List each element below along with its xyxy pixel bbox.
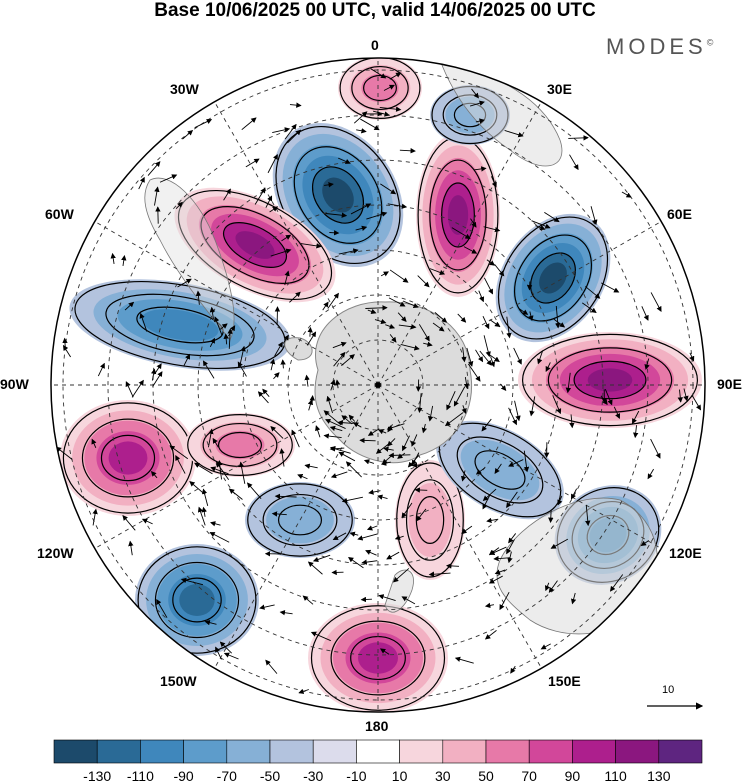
colorbar-swatch [529,740,572,763]
wind-arrow [415,490,427,491]
colorbar [54,740,702,763]
anomaly-center [518,332,702,428]
colorbar-swatch [184,740,227,763]
colorbar-swatch [97,740,140,763]
colorbar-swatch [443,740,486,763]
wind-arrow [362,599,372,600]
colorbar-swatch [54,740,97,763]
colorbar-swatch [313,740,356,763]
anomaly-center [416,133,500,297]
colorbar-tick-label: 50 [478,768,494,784]
lon-label-30w: 30W [170,81,199,97]
colorbar-swatch [270,740,313,763]
lon-label-60w: 60W [45,206,74,222]
colorbar-tick-label: -10 [346,768,366,784]
lon-label-120e: 120E [669,545,702,561]
colorbar-tick-label: 30 [435,768,451,784]
colorbar-tick-label: -110 [127,768,154,784]
wind-arrow [551,510,552,522]
colorbar-swatch [572,740,615,763]
lon-label-0: 0 [371,37,379,53]
colorbar-tick-label: 110 [604,768,626,784]
colorbar-tick-label: -30 [303,768,323,784]
colorbar-tick-label: -50 [260,768,280,784]
lon-label-150w: 150W [160,673,197,689]
lon-label-120w: 120W [37,545,74,561]
wind-arrow [329,233,338,234]
anomaly-center [338,56,422,120]
lon-label-90e: 90E [717,376,742,392]
colorbar-swatch [616,740,659,763]
colorbar-swatch [227,740,270,763]
colorbar-swatch [400,740,443,763]
colorbar-tick-label: 90 [565,768,581,784]
map-disc [40,50,720,730]
colorbar-tick-label: 130 [647,768,670,784]
wind-arrow [312,396,313,405]
antarctica [315,302,472,463]
anomaly-center [60,400,196,516]
colorbar-tick-label: -130 [83,768,111,784]
colorbar-swatch [486,740,529,763]
lon-label-90w: 90W [0,376,29,392]
colorbar-swatch [659,740,702,763]
anomaly-center [135,544,259,656]
lon-label-60e: 60E [667,206,692,222]
colorbar-swatch [356,740,399,763]
colorbar-swatch [140,740,183,763]
vector-scale-label: 10 [662,684,674,696]
colorbar-tick-label: 10 [392,768,408,784]
colorbar-tick-label: 70 [521,768,537,784]
colorbar-tick-label: -70 [217,768,237,784]
lon-label-30e: 30E [547,81,572,97]
lon-label-180: 180 [365,718,388,734]
wind-arrow [360,440,375,441]
wind-arrow [310,328,311,337]
lon-label-150e: 150E [548,673,581,689]
colorbar-tick-label: -90 [173,768,193,784]
